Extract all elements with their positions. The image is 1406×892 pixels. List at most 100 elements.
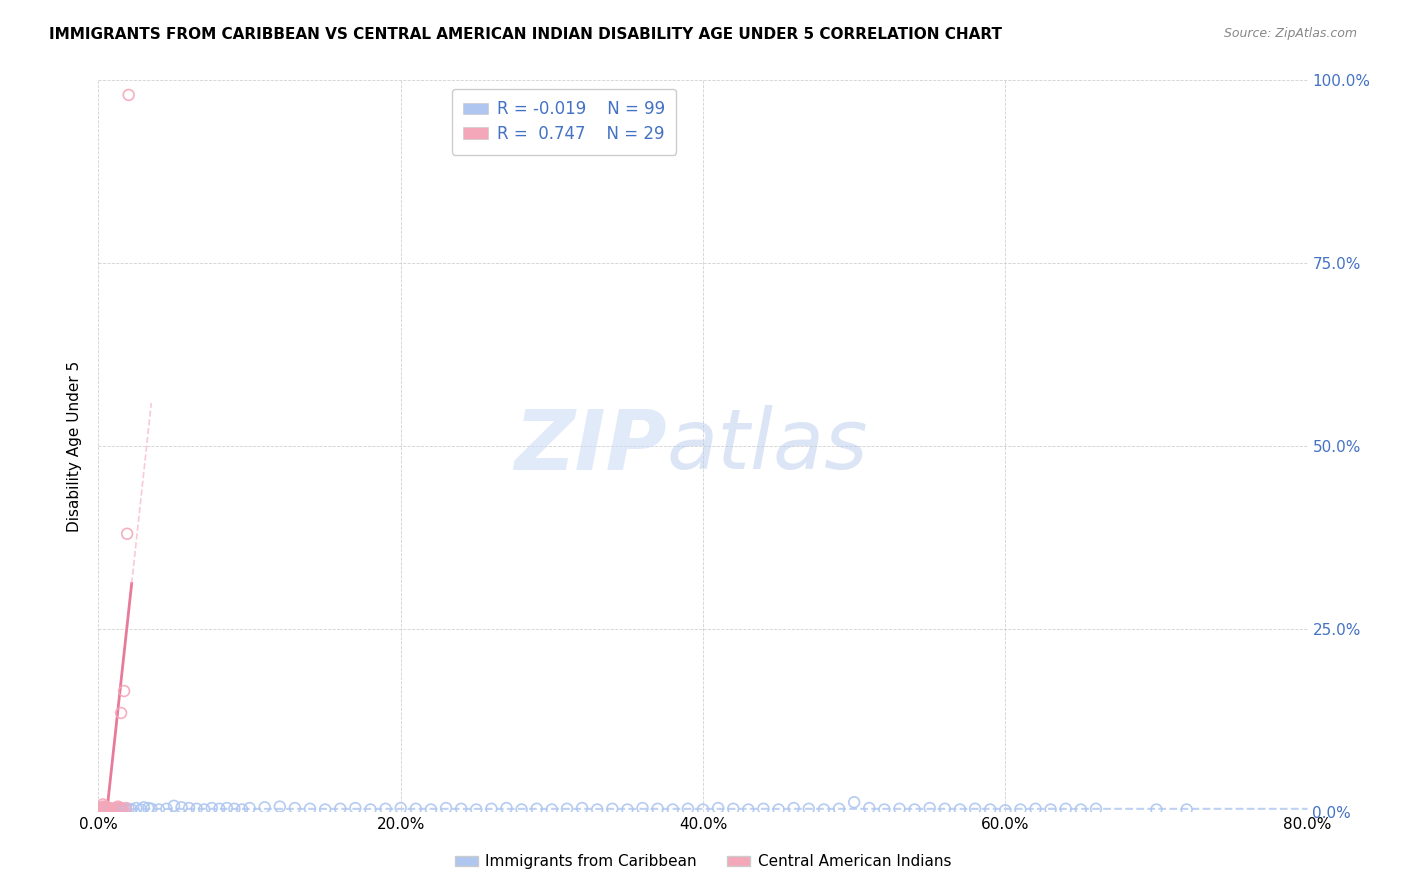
Point [111,803,134,817]
Point [389,801,412,815]
Point [510,803,533,817]
Point [101,803,124,817]
Point [186,802,208,816]
Point [465,803,488,817]
Point [1144,803,1167,817]
Point [707,801,730,815]
Point [994,803,1017,817]
Point [1175,803,1198,817]
Point [1010,803,1032,817]
Point [224,802,246,816]
Point [118,802,141,816]
Point [314,803,336,817]
Point [121,803,143,817]
Point [93,803,115,817]
Point [889,802,911,816]
Point [93,803,115,817]
Point [239,801,262,815]
Point [110,706,132,720]
Point [91,803,114,817]
Point [676,802,699,816]
Point [132,800,155,814]
Point [374,802,396,816]
Point [96,803,118,817]
Point [450,802,472,816]
Point [752,802,775,816]
Point [1024,802,1046,816]
Point [631,801,654,815]
Point [1085,802,1108,816]
Point [93,803,115,817]
Point [90,803,112,817]
Point [873,803,896,817]
Point [284,801,307,815]
Point [918,801,941,815]
Point [91,802,114,816]
Point [94,801,117,815]
Point [253,800,276,814]
Point [586,803,609,817]
Point [155,802,177,816]
Point [723,802,745,816]
Point [555,802,578,816]
Point [100,803,122,817]
Point [94,801,117,815]
Point [540,803,562,817]
Point [434,801,457,815]
Point [112,684,135,698]
Point [661,803,683,817]
Point [737,803,759,817]
Point [904,803,927,817]
Point [344,801,367,815]
Point [112,803,135,817]
Point [797,802,820,816]
Point [107,799,129,814]
Point [208,802,231,816]
Point [96,801,118,815]
Point [96,802,118,816]
Point [91,797,114,812]
Point [91,801,114,815]
Point [163,798,186,813]
Point [949,803,972,817]
Point [91,799,114,814]
Point [1054,802,1077,816]
Point [108,802,131,816]
Point [481,802,503,816]
Point [692,803,714,817]
Point [647,802,669,816]
Point [98,803,121,817]
Point [813,803,835,817]
Point [91,803,114,817]
Point [114,801,136,815]
Point [179,801,201,815]
Text: ZIP: ZIP [515,406,666,486]
Point [602,802,624,816]
Point [104,803,127,817]
Point [844,795,866,809]
Point [858,801,880,815]
Point [215,801,238,815]
Point [98,803,121,817]
Point [934,802,956,816]
Point [231,803,253,817]
Point [125,801,148,815]
Point [136,801,159,815]
Point [783,801,806,815]
Point [96,801,118,815]
Point [360,803,382,817]
Point [98,801,121,815]
Point [118,87,141,102]
Point [420,803,443,817]
Text: atlas: atlas [666,406,869,486]
Point [93,803,115,817]
Point [94,801,117,815]
Point [111,803,134,817]
Point [110,801,132,815]
Point [91,803,114,817]
Point [114,803,136,817]
Text: Source: ZipAtlas.com: Source: ZipAtlas.com [1223,27,1357,40]
Point [526,802,548,816]
Point [768,803,790,817]
Y-axis label: Disability Age Under 5: Disability Age Under 5 [67,360,83,532]
